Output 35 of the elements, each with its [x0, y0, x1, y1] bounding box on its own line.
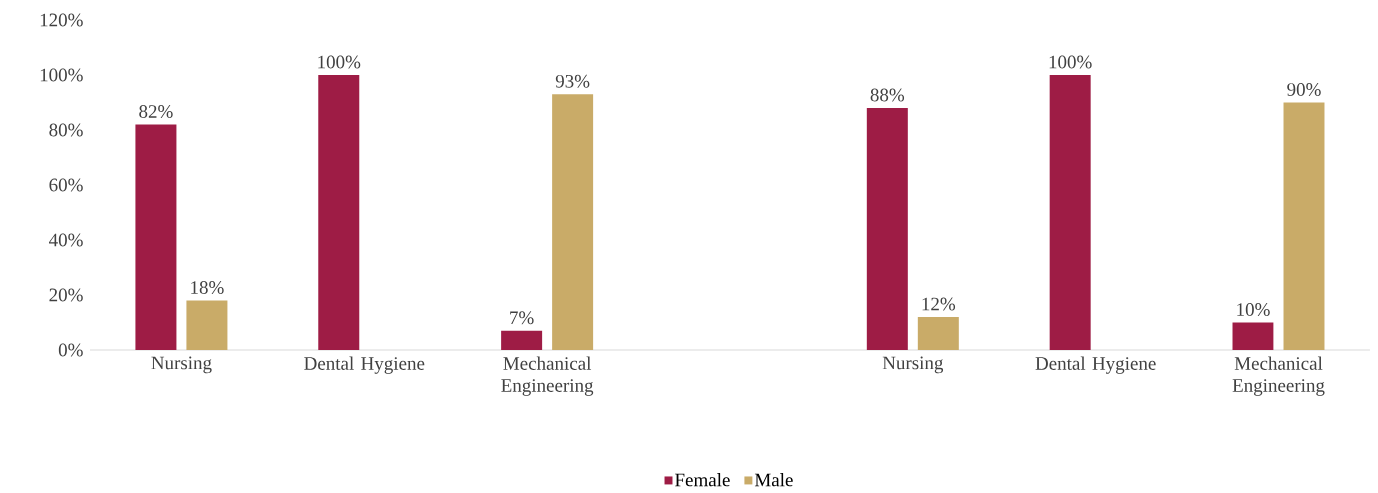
- data-label: 88%: [870, 88, 905, 102]
- bar: [501, 330, 543, 350]
- bar: [866, 107, 908, 350]
- data-label: 18%: [191, 281, 224, 294]
- data-label: 100%: [318, 55, 361, 69]
- bar: [186, 300, 228, 350]
- x-tick-label: Dental Hygiene: [1035, 356, 1156, 374]
- data-label: 12%: [922, 297, 956, 311]
- y-tick-label: 80%: [49, 123, 83, 137]
- y-tick-label: 20%: [49, 288, 83, 302]
- y-tick-label: 60%: [49, 178, 83, 192]
- y-tick-label: 120%: [40, 13, 83, 27]
- x-tick-label: Mechanical Engineering: [501, 356, 594, 396]
- data-label: 7%: [510, 311, 534, 325]
- x-tick-label: Dental Hygiene: [304, 356, 425, 374]
- y-tick-label: 0%: [58, 343, 83, 357]
- data-label: 90%: [1287, 83, 1321, 96]
- legend-label: Male: [754, 472, 793, 487]
- legend-label: Female: [675, 472, 730, 487]
- y-tick-label: 100%: [40, 68, 83, 82]
- bar: [1232, 322, 1274, 350]
- bar: [1049, 74, 1091, 350]
- data-label: 93%: [555, 74, 590, 88]
- x-tick-label: Nursing: [151, 356, 212, 374]
- bar: [552, 94, 594, 350]
- y-tick-label: 40%: [49, 233, 83, 247]
- bar: [1283, 102, 1325, 350]
- data-label: 10%: [1237, 303, 1270, 316]
- data-label: 82%: [139, 105, 173, 118]
- bar: [318, 74, 360, 350]
- data-label: 100%: [1049, 55, 1092, 69]
- bar: [917, 316, 959, 350]
- bar: [135, 124, 177, 350]
- x-tick-label: Mechanical Engineering: [1232, 356, 1325, 396]
- x-tick-label: Nursing: [882, 356, 944, 374]
